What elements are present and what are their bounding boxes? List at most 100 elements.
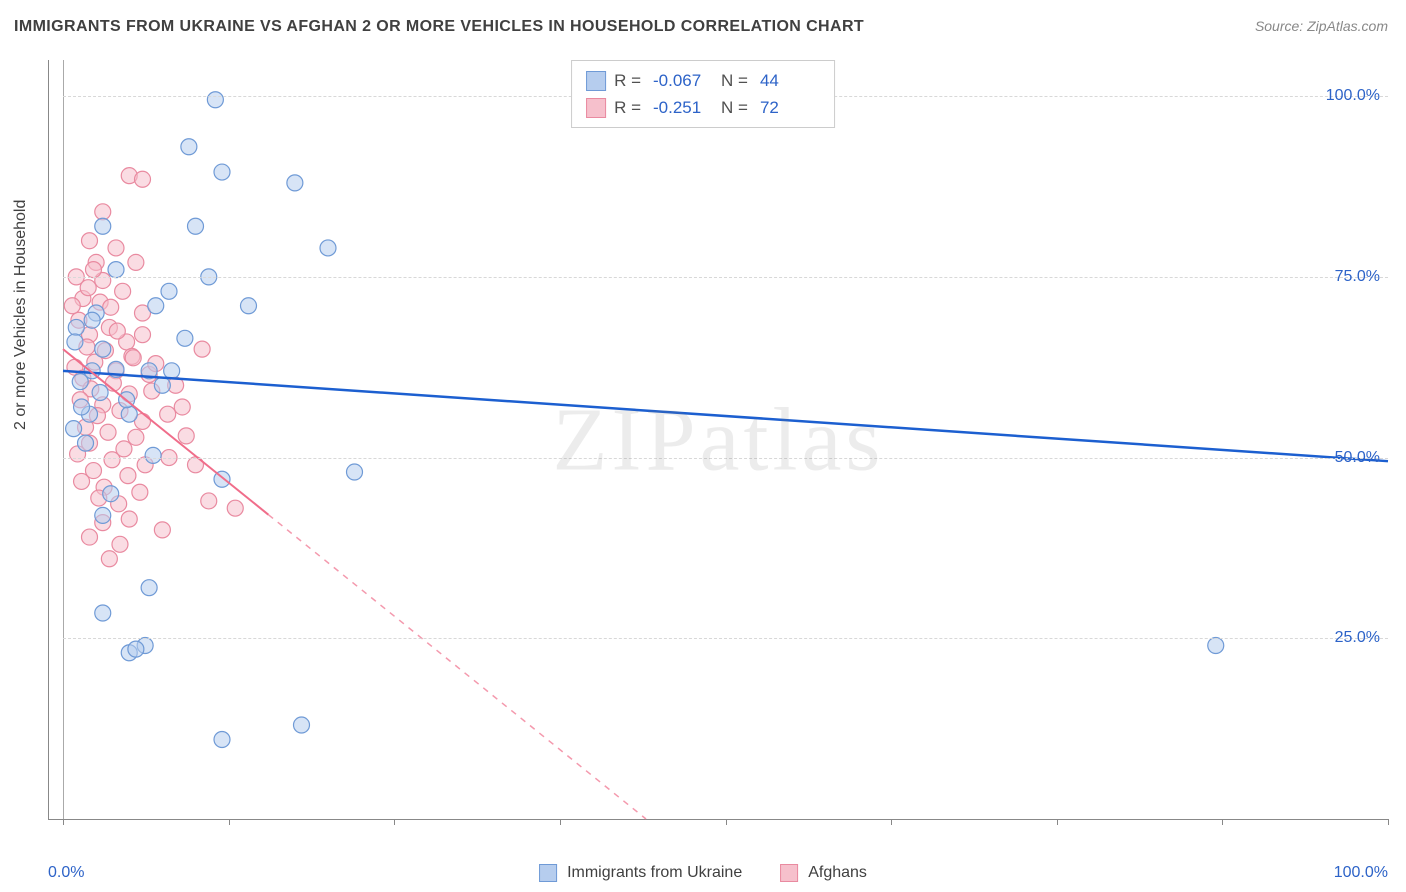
data-point: [95, 605, 111, 621]
data-point: [148, 298, 164, 314]
x-tick: [560, 819, 561, 825]
data-point: [145, 447, 161, 463]
x-tick: [394, 819, 395, 825]
data-point: [101, 551, 117, 567]
legend-row-ukraine: R = -0.067 N = 44: [586, 67, 820, 94]
plot-area: ZIPatlas 25.0%50.0%75.0%100.0%: [48, 60, 1388, 820]
data-point: [74, 399, 90, 415]
n-label: N =: [721, 67, 748, 94]
data-point: [160, 406, 176, 422]
x-tick: [726, 819, 727, 825]
legend-row-afghans: R = -0.251 N = 72: [586, 94, 820, 121]
x-tick: [1057, 819, 1058, 825]
data-point: [164, 363, 180, 379]
correlation-legend: R = -0.067 N = 44 R = -0.251 N = 72: [571, 60, 835, 128]
source-attribution: Source: ZipAtlas.com: [1255, 18, 1388, 34]
r-value-ukraine: -0.067: [653, 67, 713, 94]
data-point: [161, 283, 177, 299]
data-point: [120, 468, 136, 484]
data-point: [82, 233, 98, 249]
data-point: [95, 507, 111, 523]
scatter-svg: [49, 60, 1388, 819]
r-label: R =: [614, 94, 641, 121]
x-tick: [1222, 819, 1223, 825]
x-axis-max-label: 100.0%: [1334, 864, 1388, 882]
r-value-afghans: -0.251: [653, 94, 713, 121]
data-point: [1208, 638, 1224, 654]
data-point: [103, 486, 119, 502]
swatch-afghans: [586, 98, 606, 118]
data-point: [135, 327, 151, 343]
data-point: [128, 429, 144, 445]
data-point: [67, 334, 83, 350]
data-point: [68, 319, 84, 335]
y-tick-label: 75.0%: [1335, 268, 1380, 286]
data-point: [174, 399, 190, 415]
data-point: [178, 428, 194, 444]
data-point: [72, 374, 88, 390]
data-point: [84, 312, 100, 328]
data-point: [95, 341, 111, 357]
y-tick-label: 50.0%: [1335, 449, 1380, 467]
data-point: [194, 341, 210, 357]
data-point: [64, 298, 80, 314]
data-point: [108, 262, 124, 278]
x-tick: [1388, 819, 1389, 825]
data-point: [227, 500, 243, 516]
legend-label-ukraine: Immigrants from Ukraine: [567, 864, 742, 882]
data-point: [125, 350, 141, 366]
y-axis-title: 2 or more Vehicles in Household: [12, 200, 30, 430]
data-point: [207, 92, 223, 108]
data-point: [241, 298, 257, 314]
r-label: R =: [614, 67, 641, 94]
data-point: [74, 473, 90, 489]
data-point: [214, 164, 230, 180]
n-value-ukraine: 44: [760, 67, 820, 94]
data-point: [92, 385, 108, 401]
data-point: [108, 240, 124, 256]
gridline-h: [63, 277, 1388, 278]
n-value-afghans: 72: [760, 94, 820, 121]
x-tick: [229, 819, 230, 825]
trend-line-dashed: [268, 515, 646, 819]
data-point: [294, 717, 310, 733]
series-legend: Immigrants from Ukraine Afghans: [539, 864, 867, 882]
data-point: [78, 435, 94, 451]
data-point: [135, 171, 151, 187]
data-point: [109, 323, 125, 339]
data-point: [121, 406, 137, 422]
data-point: [128, 641, 144, 657]
data-point: [347, 464, 363, 480]
data-point: [214, 731, 230, 747]
y-tick-label: 100.0%: [1326, 87, 1380, 105]
data-point: [100, 424, 116, 440]
data-point: [141, 580, 157, 596]
gridline-h: [63, 638, 1388, 639]
data-point: [104, 452, 120, 468]
x-tick: [63, 819, 64, 825]
data-point: [103, 299, 119, 315]
data-point: [112, 536, 128, 552]
data-point: [287, 175, 303, 191]
data-point: [82, 529, 98, 545]
swatch-ukraine: [586, 71, 606, 91]
data-point: [121, 511, 137, 527]
data-point: [80, 280, 96, 296]
data-point: [128, 254, 144, 270]
swatch-afghans-bottom: [780, 864, 798, 882]
gridline-h: [63, 458, 1388, 459]
trend-line-solid: [63, 371, 1388, 461]
x-axis-min-label: 0.0%: [48, 864, 84, 882]
data-point: [154, 522, 170, 538]
data-point: [95, 204, 111, 220]
x-tick: [891, 819, 892, 825]
data-point: [115, 283, 131, 299]
data-point: [154, 377, 170, 393]
data-point: [95, 218, 111, 234]
n-label: N =: [721, 94, 748, 121]
data-point: [201, 493, 217, 509]
data-point: [320, 240, 336, 256]
data-point: [132, 484, 148, 500]
swatch-ukraine-bottom: [539, 864, 557, 882]
data-point: [181, 139, 197, 155]
